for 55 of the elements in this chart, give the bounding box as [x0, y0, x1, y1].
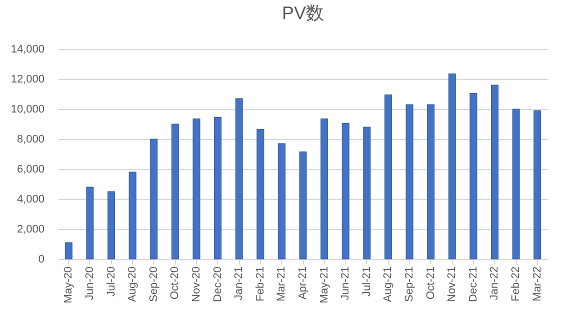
bar [150, 138, 158, 260]
x-tick-label: Aug-20 [126, 266, 139, 302]
x-tick-label: Dec-20 [212, 266, 224, 302]
y-tick-label: 6,000 [16, 164, 44, 176]
bar [235, 98, 243, 260]
x-tick-label: Nov-20 [190, 266, 202, 302]
bar [427, 104, 435, 260]
chart-title: PV数 [282, 3, 324, 23]
bar [278, 143, 286, 260]
x-tick-label: Nov-21 [446, 266, 458, 302]
bar [299, 152, 307, 260]
bar [342, 123, 350, 260]
x-tick-label: Jun-21 [340, 266, 352, 300]
x-tick-label: Jul-21 [360, 266, 373, 296]
bar [192, 118, 200, 260]
bar [534, 110, 542, 260]
bar [128, 172, 136, 260]
y-tick-label: 4,000 [16, 194, 44, 206]
bar [448, 74, 456, 260]
x-tick-label: Mar-21 [276, 266, 288, 302]
x-tick-label: Jun-20 [84, 266, 96, 300]
x-tick-label: May-21 [318, 266, 330, 304]
x-tick-label: Jan-22 [488, 266, 501, 300]
x-tick-label: Aug-21 [382, 266, 394, 302]
x-tick-label: Mar-22 [531, 266, 544, 302]
bar [214, 117, 222, 260]
bar [256, 129, 264, 260]
x-tick-label: Sep-21 [404, 266, 416, 302]
bar [64, 242, 72, 260]
y-tick-label: 2,000 [16, 224, 44, 236]
bar [470, 93, 478, 260]
x-tick-label: Dec-21 [467, 266, 480, 302]
bar [490, 84, 498, 260]
x-tick-label: Oct-20 [169, 266, 182, 300]
x-tick-label: Jul-20 [105, 266, 118, 296]
bar [512, 108, 520, 260]
x-tick-label: Oct-21 [424, 266, 437, 300]
bar [363, 126, 371, 260]
bar [108, 191, 116, 260]
bar [171, 124, 179, 260]
x-tick-label: Sep-20 [148, 266, 160, 302]
bar [86, 186, 94, 260]
x-tick-label: Apr-21 [297, 266, 309, 300]
x-tick-label: Jan-21 [233, 266, 246, 300]
x-tick-label: May-20 [62, 266, 75, 304]
y-tick-label: 14,000 [10, 44, 44, 56]
bar [384, 94, 392, 260]
y-tick-label: 10,000 [10, 104, 44, 116]
x-tick-label: Feb-21 [254, 266, 266, 302]
bar [320, 118, 328, 260]
y-tick-label: 12,000 [10, 74, 44, 86]
bar [406, 104, 414, 260]
y-tick-label: 0 [38, 254, 44, 266]
x-tick-label: Feb-22 [510, 266, 522, 302]
y-tick-label: 8,000 [16, 134, 44, 146]
